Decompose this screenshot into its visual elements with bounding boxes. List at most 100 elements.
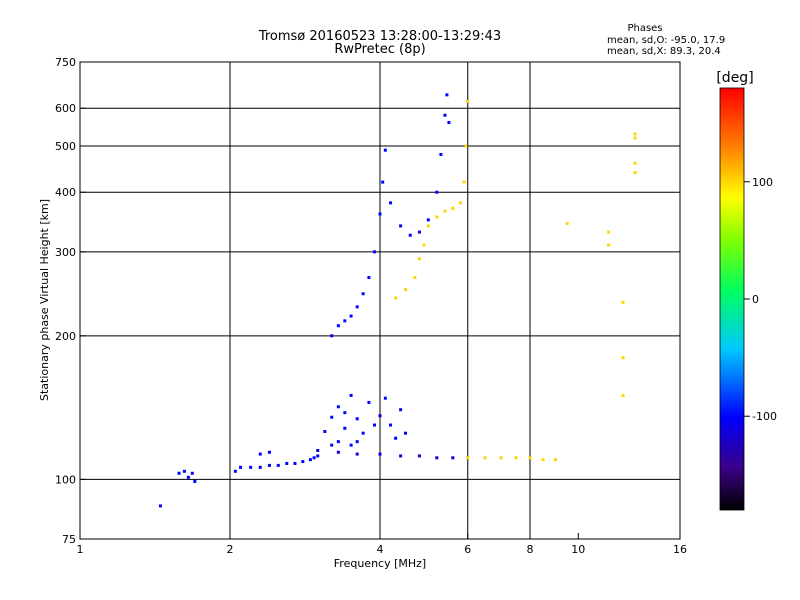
echo-point: [389, 423, 393, 427]
echo-point: [426, 218, 430, 222]
echo-point: [378, 452, 382, 456]
echo-point: [355, 417, 359, 421]
echo-point: [381, 180, 385, 184]
echo-point: [177, 471, 181, 475]
echo-point: [190, 471, 194, 475]
echo-point: [330, 334, 334, 338]
echo-point: [186, 475, 190, 479]
echo-point: [267, 463, 271, 467]
echo-point: [621, 300, 625, 304]
echo-point: [443, 113, 447, 117]
echo-point: [413, 276, 417, 280]
y-axis: 75 100 200 300 400 500 600 750: [55, 56, 86, 546]
echo-point: [355, 305, 359, 309]
echo-point: [361, 431, 365, 435]
echo-point: [193, 479, 197, 483]
echo-point: [312, 456, 316, 460]
echo-point: [483, 456, 487, 460]
echo-point: [399, 224, 403, 228]
echo-point: [447, 121, 451, 125]
echo-point: [373, 250, 377, 254]
chart-subtitle: RwPretec (8p): [334, 42, 425, 57]
echo-point: [445, 93, 449, 97]
echo-point: [417, 454, 421, 458]
stats-x-mode: mean, sd,X: 89.3, 20.4: [607, 46, 721, 57]
x-tick-label: 6: [464, 543, 471, 556]
echo-point: [499, 456, 503, 460]
echo-point: [451, 456, 455, 460]
echo-point: [435, 190, 439, 194]
echo-point: [373, 423, 377, 427]
echo-point: [330, 415, 334, 419]
echo-point: [541, 458, 545, 462]
echo-point: [462, 180, 466, 184]
echo-point: [336, 405, 340, 409]
colorbar: [719, 87, 745, 511]
echo-point: [408, 233, 412, 237]
echo-point: [394, 436, 398, 440]
echo-point: [349, 314, 353, 318]
echo-point: [633, 132, 637, 136]
y-tick-label: 200: [55, 330, 76, 343]
colorbar-tick-label: 100: [752, 176, 773, 189]
echo-point: [565, 221, 569, 225]
echo-point: [633, 170, 637, 174]
echo-point: [458, 201, 462, 205]
echo-point: [443, 209, 447, 213]
x-axis: 1 2 4 6 8 10 16: [77, 533, 687, 556]
x-axis-label: Frequency [MHz]: [334, 557, 426, 570]
echo-point: [343, 319, 347, 323]
echo-point: [293, 461, 297, 465]
echo-point: [466, 456, 470, 460]
echo-point: [389, 201, 393, 205]
x-tick-label: 16: [673, 543, 687, 556]
echo-point: [553, 458, 557, 462]
colorbar-ticks: 100 0 -100: [744, 176, 777, 423]
colorbar-tick-label: 0: [752, 293, 759, 306]
grid-lines: [80, 62, 680, 539]
y-tick-label: 600: [55, 102, 76, 115]
echo-point: [417, 230, 421, 234]
echo-point: [301, 460, 305, 464]
echo-point: [621, 356, 625, 360]
echo-point: [355, 452, 359, 456]
echo-point: [316, 454, 320, 458]
echo-point: [422, 243, 426, 247]
echo-point: [633, 161, 637, 165]
echo-point: [399, 408, 403, 412]
echo-point: [383, 148, 387, 152]
y-tick-label: 75: [62, 533, 76, 546]
echo-point: [399, 454, 403, 458]
echo-point: [323, 430, 327, 434]
echo-point: [249, 465, 253, 469]
echo-point: [330, 443, 334, 447]
echo-point: [451, 206, 455, 210]
x-tick-label: 1: [77, 543, 84, 556]
y-tick-label: 100: [55, 473, 76, 486]
echo-point: [316, 448, 320, 452]
echo-point: [435, 215, 439, 219]
echo-point: [403, 431, 407, 435]
echo-point: [239, 465, 243, 469]
echo-point: [343, 411, 347, 415]
echo-point: [258, 465, 262, 469]
x-tick-label: 10: [571, 543, 585, 556]
echo-point: [621, 393, 625, 397]
echo-point: [464, 144, 468, 148]
echo-point: [355, 440, 359, 444]
echo-point: [336, 450, 340, 454]
echo-point: [417, 257, 421, 261]
echo-point: [349, 393, 353, 397]
y-tick-label: 400: [55, 186, 76, 199]
y-tick-label: 500: [55, 140, 76, 153]
echo-point: [378, 212, 382, 216]
stats-o-mode: mean, sd,O: -95.0, 17.9: [607, 35, 725, 46]
echo-point: [378, 414, 382, 418]
echo-point: [394, 296, 398, 300]
echo-point: [528, 456, 532, 460]
echo-point: [336, 440, 340, 444]
echo-point: [361, 292, 365, 296]
y-tick-label: 300: [55, 246, 76, 259]
echo-point: [514, 456, 518, 460]
